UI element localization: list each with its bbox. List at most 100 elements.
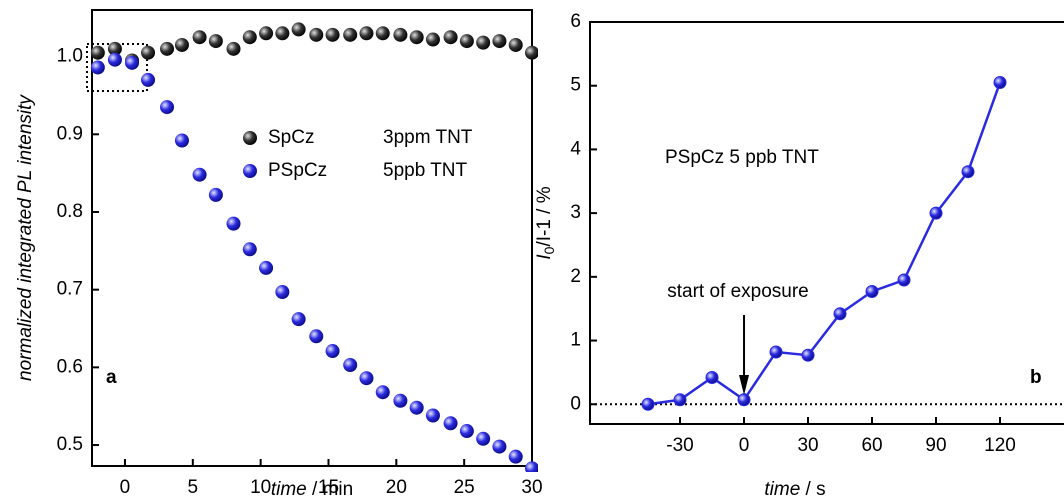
y-tick-label: 0.7 [57, 279, 83, 300]
data-point [359, 26, 374, 41]
x-axis-label: time / s [764, 479, 825, 500]
legend-marker [243, 131, 257, 145]
data-point [125, 55, 140, 70]
data-point [833, 307, 847, 321]
data-point [508, 449, 523, 464]
axis-frame [91, 9, 533, 467]
y-tick-label: 3 [570, 202, 581, 223]
data-point [641, 397, 655, 411]
data-point [459, 34, 474, 49]
data-point [865, 284, 879, 298]
x-axis-label-var: time [271, 479, 307, 500]
legend-condition: 3ppm TNT [383, 127, 473, 148]
y-axis-label-rest: /I-1 / % [534, 186, 555, 246]
data-point [141, 72, 156, 87]
y-tick-label: 0.8 [57, 201, 83, 222]
plot-area [90, 22, 538, 472]
data-point [160, 41, 175, 56]
data-point [409, 30, 424, 45]
y-tick-label: 0 [570, 393, 581, 414]
y-tick-label: 6 [570, 11, 581, 32]
y-axis-label-var: I [534, 254, 555, 260]
x-axis-label-unit: / min [307, 479, 353, 500]
data-point [325, 27, 340, 42]
x-tick-label: 120 [984, 435, 1016, 456]
data-point [425, 32, 440, 47]
data-point [242, 242, 257, 257]
y-tick-label: 5 [570, 75, 581, 96]
data-point [192, 167, 207, 182]
x-tick-label: 0 [120, 477, 131, 498]
axis-frame [589, 21, 1064, 425]
data-point [409, 400, 424, 415]
panel-label: b [1030, 367, 1042, 388]
arrow-head [739, 375, 750, 395]
data-point [343, 358, 358, 373]
panel-label: a [106, 367, 117, 388]
data-point [90, 45, 105, 60]
legend-condition: 5ppb TNT [383, 160, 468, 181]
data-point [393, 393, 408, 408]
data-point [242, 30, 257, 45]
y-tick-label: 2 [570, 266, 581, 287]
data-point [259, 26, 274, 41]
data-point [90, 60, 105, 75]
data-point [897, 273, 911, 287]
y-axis-label: normalized integrated PL intensity [15, 94, 36, 381]
data-point [961, 165, 975, 179]
data-point [226, 216, 241, 231]
y-axis-label-sub: 0 [541, 246, 557, 254]
data-point [291, 312, 306, 327]
data-point [107, 41, 122, 56]
series-line [647, 82, 1002, 406]
data-point [375, 26, 390, 41]
data-point [375, 385, 390, 400]
plot-area [590, 76, 1064, 411]
data-point [107, 52, 122, 67]
x-tick-label: 90 [925, 435, 946, 456]
data-point [525, 461, 538, 472]
x-tick-label: 5 [188, 477, 199, 498]
data-point [443, 416, 458, 431]
data-point [141, 45, 156, 60]
data-point [929, 206, 943, 220]
annotation: PSpCz 5 ppb TNT [665, 147, 819, 168]
data-point [291, 22, 306, 37]
legend-label: PSpCz [268, 160, 327, 181]
data-point [993, 76, 1007, 90]
data-point [208, 34, 223, 49]
data-point [192, 30, 207, 45]
data-point [393, 27, 408, 42]
x-tick-label: 0 [739, 435, 750, 456]
data-point [705, 370, 719, 384]
data-point [476, 35, 491, 50]
legend-label: SpCz [268, 127, 314, 148]
y-tick-label: 0.5 [57, 434, 83, 455]
y-tick-label: 0.6 [57, 356, 83, 377]
data-point [476, 431, 491, 446]
y-tick-label: 1.0 [57, 46, 83, 67]
data-point [275, 284, 290, 299]
data-point [769, 345, 783, 359]
x-axis-label-unit: / s [800, 479, 825, 500]
data-point [737, 393, 751, 407]
data-point [459, 424, 474, 439]
x-axis-label: time / min [271, 479, 353, 500]
data-point [174, 133, 189, 148]
data-point [226, 41, 241, 56]
x-tick-label: 10 [250, 477, 271, 498]
data-point [673, 393, 687, 407]
x-tick-label: 25 [454, 477, 475, 498]
data-point [801, 348, 815, 362]
data-point [508, 37, 523, 52]
data-point [309, 329, 324, 344]
x-tick-label: 30 [797, 435, 818, 456]
data-point [492, 439, 507, 454]
data-point [443, 30, 458, 45]
y-tick-label: 1 [570, 330, 581, 351]
x-tick-label: 60 [861, 435, 882, 456]
x-tick-label: 15 [318, 477, 339, 498]
data-point [259, 260, 274, 275]
y-axis-label: I0/I-1 / % [534, 186, 557, 259]
